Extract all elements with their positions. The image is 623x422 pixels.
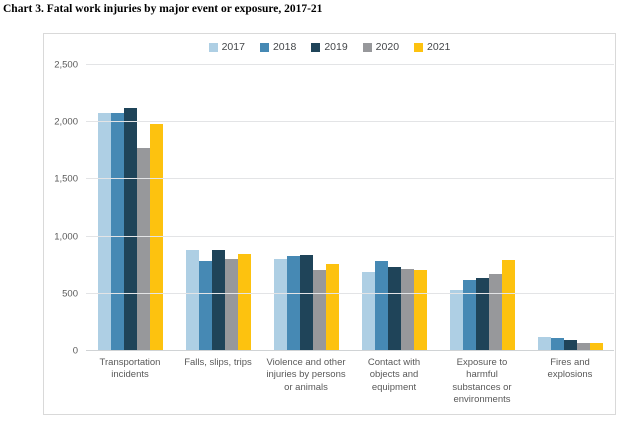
legend-swatch-2019 <box>311 42 321 52</box>
bar-2021-falls-slips-trips <box>237 253 251 351</box>
chart-frame: 2017 2018 2019 2020 2021 0 500 1,000 1,500 2,000… <box>43 33 616 415</box>
gridline-2000 <box>86 121 614 123</box>
bar-group-exposure-to-harmful-substances-or-environments <box>438 65 526 351</box>
y-tick-label-2500: 2,500 <box>54 59 78 71</box>
bar-2019-violence-and-other-injuries-by-persons-or-animals <box>299 254 313 351</box>
x-tick-label-exposure-to-harmful-substances-or-environments: Exposure to harmful substances or enviro… <box>452 357 512 406</box>
bar-2020-contact-with-objects-and-equipment <box>400 269 414 351</box>
legend: 2017 2018 2019 2020 2021 <box>44 41 615 53</box>
bar-group-contact-with-objects-and-equipment <box>350 65 438 351</box>
bar-2020-exposure-to-harmful-substances-or-environments <box>488 274 502 351</box>
legend-item-2017: 2017 <box>208 41 245 53</box>
bar-group-violence-and-other-injuries-by-persons-or-animals <box>262 65 350 351</box>
x-tick-label-falls-slips-trips: Falls, slips, trips <box>184 357 252 368</box>
bar-2021-exposure-to-harmful-substances-or-environments <box>501 259 515 351</box>
x-axis-line <box>86 350 614 351</box>
bar-2019-fires-and-explosions <box>563 339 577 351</box>
legend-label-2019: 2019 <box>324 41 348 53</box>
legend-swatch-2021 <box>414 42 424 52</box>
legend-item-2019: 2019 <box>311 41 348 53</box>
legend-swatch-2018 <box>259 42 269 52</box>
bar-2017-fires-and-explosions <box>537 336 551 351</box>
gridline-500 <box>86 292 614 294</box>
legend-label-2021: 2021 <box>427 41 451 53</box>
y-tick-label-0: 0 <box>72 345 78 357</box>
bar-2021-transportation-incidents <box>149 124 163 351</box>
x-axis-labels: Transportation incidents Falls, slips, tr… <box>86 357 614 406</box>
legend-label-2017: 2017 <box>221 41 245 53</box>
y-tick-label-500: 500 <box>62 288 78 300</box>
x-tick-label-contact-with-objects-and-equipment: Contact with objects and equipment <box>367 357 421 393</box>
bar-2021-violence-and-other-injuries-by-persons-or-animals <box>325 263 339 351</box>
bar-2018-falls-slips-trips <box>198 260 212 351</box>
bar-2018-transportation-incidents <box>110 113 124 351</box>
bar-groups <box>86 65 614 351</box>
bar-2019-exposure-to-harmful-substances-or-environments <box>475 277 489 351</box>
chart-title: Chart 3. Fatal work injuries by major ev… <box>3 3 323 15</box>
legend-swatch-2017 <box>208 42 218 52</box>
bar-group-fires-and-explosions <box>526 65 614 351</box>
gridline-1000 <box>86 235 614 237</box>
bar-2017-transportation-incidents <box>97 113 111 351</box>
y-tick-label-1000: 1,000 <box>54 231 78 243</box>
x-tick-label-violence-and-other-injuries-by-persons-or-animals: Violence and other injuries by persons o… <box>266 357 346 393</box>
legend-item-2018: 2018 <box>259 41 297 53</box>
bar-2021-contact-with-objects-and-equipment <box>413 270 427 351</box>
legend-item-2021: 2021 <box>414 41 450 53</box>
gridline-1500 <box>86 178 614 180</box>
legend-label-2020: 2020 <box>375 41 400 53</box>
bar-2019-transportation-incidents <box>123 108 137 351</box>
plot-area <box>86 64 614 351</box>
legend-item-2020: 2020 <box>362 41 400 53</box>
gridline-2500 <box>86 64 614 65</box>
y-tick-label-2000: 2,000 <box>54 116 78 128</box>
bar-group-falls-slips-trips <box>174 65 262 351</box>
bar-2018-contact-with-objects-and-equipment <box>374 261 388 351</box>
bar-2017-violence-and-other-injuries-by-persons-or-animals <box>273 258 287 351</box>
y-axis-labels: 0 500 1,000 1,500 2,000 2,500 <box>44 60 86 357</box>
bar-2018-violence-and-other-injuries-by-persons-or-animals <box>286 256 300 351</box>
bar-2019-falls-slips-trips <box>211 250 225 351</box>
legend-swatch-2020 <box>362 42 372 52</box>
x-tick-label-transportation-incidents: Transportation incidents <box>99 357 161 381</box>
bar-2017-falls-slips-trips <box>185 249 199 351</box>
bar-2020-falls-slips-trips <box>224 258 238 351</box>
bar-2017-exposure-to-harmful-substances-or-environments <box>449 290 463 351</box>
x-tick-label-fires-and-explosions: Fires and explosions <box>547 357 593 381</box>
bar-group-transportation-incidents <box>86 65 174 351</box>
bar-2019-contact-with-objects-and-equipment <box>387 267 401 351</box>
bar-2021-fires-and-explosions <box>589 342 603 351</box>
bar-2017-contact-with-objects-and-equipment <box>361 271 375 351</box>
legend-label-2018: 2018 <box>272 41 297 53</box>
bar-2020-transportation-incidents <box>136 147 150 351</box>
y-tick-label-1500: 1,500 <box>54 173 78 185</box>
bar-2020-violence-and-other-injuries-by-persons-or-animals <box>312 270 326 351</box>
bar-2018-fires-and-explosions <box>550 337 564 351</box>
bar-2020-fires-and-explosions <box>576 342 590 351</box>
bar-2018-exposure-to-harmful-substances-or-environments <box>462 279 476 351</box>
